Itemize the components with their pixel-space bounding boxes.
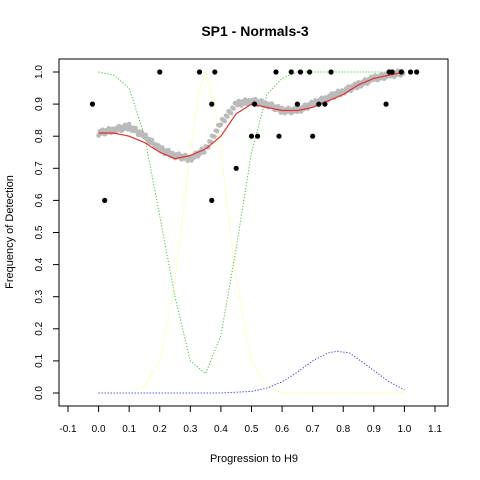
y-tick-label: 0.3	[34, 289, 45, 303]
y-tick-label: 0.6	[34, 193, 45, 207]
chart-title: SP1 - Normals-3	[201, 23, 309, 39]
x-tick-label: 0.8	[336, 424, 350, 435]
x-tick-label: 0.3	[183, 424, 197, 435]
x-tick-label: 0.1	[122, 424, 136, 435]
y-tick-label: 0.5	[34, 225, 45, 239]
x-tick-label: 0.0	[92, 424, 106, 435]
black-point	[209, 198, 214, 203]
y-axis-label: Frequency of Detection	[4, 175, 16, 289]
y-tick-label: 1.0	[34, 65, 45, 79]
chart-marks	[90, 68, 419, 393]
grey-point	[231, 106, 236, 111]
y-tick-label: 0.9	[34, 97, 45, 111]
black-point	[197, 69, 202, 74]
black-point	[322, 102, 327, 107]
grey-point	[212, 134, 217, 139]
y-tick-label: 0.8	[34, 129, 45, 143]
series-line-4	[99, 72, 405, 393]
y-tick-label: 0.7	[34, 161, 45, 175]
y-axis: 0.0 0.1 0.2 0.3 0.4 0.5 0.6 0.7 0.8 0.9 1.0	[34, 65, 59, 400]
grey-point	[222, 119, 227, 124]
black-point	[273, 69, 278, 74]
black-point	[295, 102, 300, 107]
black-point	[276, 134, 281, 139]
y-tick-label: 0.2	[34, 321, 45, 335]
series-line-2	[99, 72, 405, 159]
black-point	[249, 134, 254, 139]
x-tick-label: 0.6	[275, 424, 289, 435]
x-tick-label: 0.5	[245, 424, 259, 435]
black-point	[252, 102, 257, 107]
y-tick-label: 0.4	[34, 257, 45, 271]
black-point	[399, 69, 404, 74]
x-tick-label: 0.9	[367, 424, 381, 435]
black-point	[307, 69, 312, 74]
x-tick-label: 0.2	[153, 424, 167, 435]
grey-point	[229, 111, 234, 116]
y-tick-label: 0.0	[34, 386, 45, 400]
plot-area-frame	[59, 59, 448, 406]
x-tick-label: 1.0	[397, 424, 411, 435]
x-tick-label: 0.7	[306, 424, 320, 435]
black-point	[255, 134, 260, 139]
x-tick-label: -0.1	[59, 424, 77, 435]
x-tick-label: 0.4	[214, 424, 228, 435]
black-point	[414, 69, 419, 74]
black-point	[383, 102, 388, 107]
y-tick-label: 0.1	[34, 354, 45, 368]
grey-point	[225, 114, 230, 119]
black-point	[390, 69, 395, 74]
x-axis: -0.1 0.0 0.1 0.2 0.3 0.4 0.5 0.6 0.7 0.8 0.9 1.0 1.1	[59, 406, 442, 435]
black-point	[316, 102, 321, 107]
black-point	[234, 166, 239, 171]
black-point	[328, 69, 333, 74]
grey-point	[219, 122, 224, 127]
series-line-5	[99, 351, 405, 393]
black-point	[298, 69, 303, 74]
series-line-3	[99, 72, 405, 374]
x-axis-label: Progression to H9	[210, 453, 298, 465]
black-point	[90, 102, 95, 107]
black-point	[408, 69, 413, 74]
black-point	[209, 102, 214, 107]
black-point	[289, 69, 294, 74]
x-tick-label: 1.1	[428, 424, 442, 435]
black-point	[310, 134, 315, 139]
grey-point	[215, 129, 220, 134]
black-point	[102, 198, 107, 203]
black-point	[212, 69, 217, 74]
black-point	[157, 69, 162, 74]
